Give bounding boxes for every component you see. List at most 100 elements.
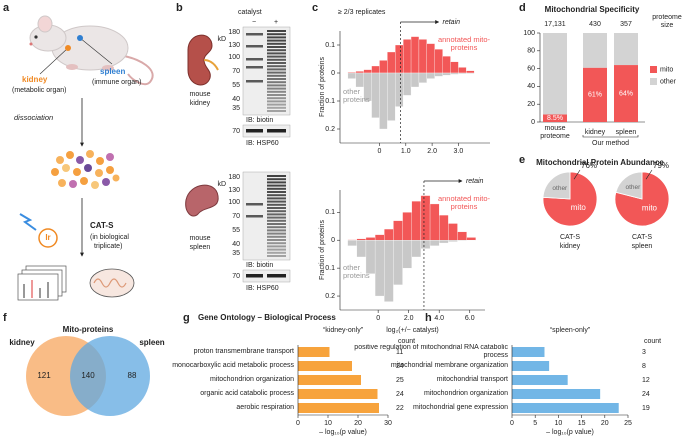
band <box>267 197 286 200</box>
histogram-bar <box>402 240 412 269</box>
marker-label: 70 <box>232 128 240 135</box>
series-label: other proteins <box>343 263 370 280</box>
count-label: 8 <box>642 363 646 370</box>
count-label: 11 <box>396 349 403 356</box>
bar <box>512 347 545 357</box>
series-label-box: other proteins <box>343 88 370 104</box>
histogram-bar <box>393 220 403 241</box>
category-label: proton transmembrane transport <box>193 348 294 355</box>
band <box>267 46 286 48</box>
histogram-bar <box>466 237 476 241</box>
pie-slice <box>542 171 571 200</box>
count-header: count <box>644 338 661 345</box>
band <box>267 184 286 187</box>
kidney-icon <box>187 34 219 86</box>
bar <box>512 361 550 371</box>
band <box>267 203 286 206</box>
blot-label: IB: biotin <box>246 262 273 269</box>
marker-label: 55 <box>232 227 240 234</box>
band <box>267 226 286 229</box>
venn-count: 88 <box>128 371 137 380</box>
category-label: organic acid catabolic process <box>200 390 294 397</box>
band <box>246 129 263 133</box>
x-axis-label: – log₁₀(p value) <box>546 429 594 436</box>
y-tick-label: 0.2 <box>325 293 335 300</box>
step-label: CAT-S <box>90 221 114 230</box>
histogram-bar <box>387 51 396 74</box>
value-label: 61% <box>588 92 602 99</box>
annotation: ≥ 2/3 replicates <box>338 9 386 16</box>
band <box>267 187 286 190</box>
lane-label: − <box>252 19 256 26</box>
x-tick-label: 25 <box>624 420 632 427</box>
x-tick-label: 0 <box>376 315 380 322</box>
x-tick-label: 4.0 <box>434 315 444 322</box>
category-label: mitochondrion organization <box>209 376 294 383</box>
slice-label: mito <box>642 204 658 213</box>
marker-label: 70 <box>232 213 240 220</box>
series-label: annotated mito-proteins <box>437 194 491 211</box>
histogram-bar <box>442 72 451 76</box>
panel-letter: d <box>519 2 526 14</box>
histogram-bar <box>426 72 435 79</box>
category-label: kidney <box>584 128 606 136</box>
mouse-illustration <box>29 15 154 86</box>
category-label-box: mitochondrial gene expression <box>413 404 508 411</box>
count-label: 22 <box>396 405 404 412</box>
y-tick-label: 80 <box>527 48 535 55</box>
legend-swatch <box>650 78 657 85</box>
slice-label: other <box>625 184 641 191</box>
marker-label: 100 <box>228 199 240 206</box>
histogram-bar <box>387 72 396 121</box>
chart-subtitle: “spleen-only” <box>550 327 591 334</box>
venn-count: 140 <box>81 371 95 380</box>
histogram-bar <box>418 72 427 83</box>
band <box>267 181 286 184</box>
band <box>267 94 286 96</box>
band <box>267 39 286 42</box>
band <box>267 255 286 257</box>
venn-title: Mito-proteins <box>63 325 114 334</box>
group-label: Our method <box>592 140 629 147</box>
series-label-box: annotated mito-proteins <box>437 194 491 211</box>
blot-label: IB: HSP60 <box>246 285 279 292</box>
band <box>246 66 263 69</box>
marker-label: 35 <box>232 105 240 112</box>
x-axis-label: – log₁₀(p value) <box>319 429 367 436</box>
category-label-box: kidney <box>584 128 606 136</box>
arrow-label: retain <box>466 178 484 185</box>
histogram-bar <box>457 240 467 241</box>
band <box>267 52 286 55</box>
band <box>267 219 286 222</box>
histogram-bar <box>442 56 451 74</box>
band <box>267 68 286 71</box>
x-tick-label: 2.0 <box>404 315 414 322</box>
band <box>267 110 286 112</box>
band <box>267 175 286 177</box>
band <box>267 239 286 241</box>
category-label-box: organic acid catabolic process <box>200 390 294 397</box>
x-tick-label: 0 <box>378 148 382 155</box>
marker-label: 70 <box>232 273 240 280</box>
bar-segment <box>614 65 638 122</box>
panel-letter: a <box>3 2 10 14</box>
count-label: 24 <box>396 363 404 370</box>
lane-header: catalyst <box>238 9 262 16</box>
catalyst-icon <box>38 228 58 248</box>
pie-caption: CAT-S <box>632 234 652 241</box>
marker-label: 40 <box>232 241 240 248</box>
y-tick-label: 0.2 <box>325 126 335 133</box>
band <box>267 36 286 39</box>
histogram-bar <box>457 231 467 241</box>
histogram-bar <box>384 240 394 302</box>
category-label: mitochondrial gene expression <box>413 404 508 411</box>
histogram-bar <box>439 240 449 244</box>
histogram-bar <box>395 72 404 107</box>
histogram-bar <box>448 240 458 242</box>
blot-label: IB: HSP60 <box>246 140 279 147</box>
leader-line <box>645 169 653 180</box>
histogram-bar <box>363 69 372 74</box>
histogram-bar <box>393 240 403 286</box>
size-label-box: proteome size <box>652 14 682 29</box>
